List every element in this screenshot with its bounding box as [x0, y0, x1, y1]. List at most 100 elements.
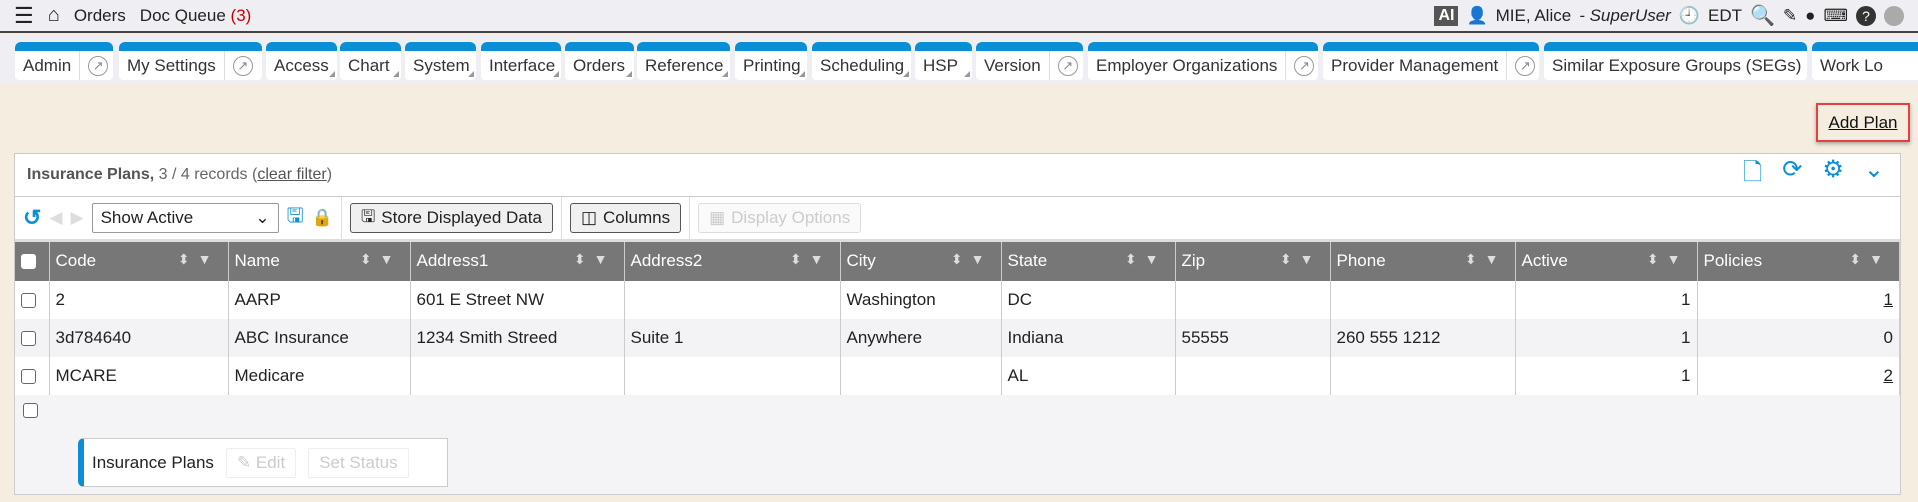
open-external-icon[interactable]: ↗: [223, 51, 261, 80]
tab-hsp[interactable]: HSP: [915, 42, 972, 80]
user-name[interactable]: MIE, Alice: [1495, 5, 1572, 25]
sort-icon[interactable]: ⬍: [1849, 251, 1870, 267]
display-options-button[interactable]: ▦ Display Options: [698, 203, 862, 233]
row-checkbox[interactable]: [15, 356, 50, 395]
sort-icon[interactable]: ⬍: [950, 251, 971, 267]
cell-policies: 1: [1697, 280, 1900, 319]
row-checkbox[interactable]: [15, 318, 50, 357]
edit-button[interactable]: ✎ Edit: [225, 447, 297, 478]
select-all-checkbox[interactable]: [15, 239, 50, 281]
tab-employer-organizations[interactable]: Employer Organizations ↗: [1088, 42, 1318, 80]
column-header-city[interactable]: City ⬍▼: [840, 239, 1002, 281]
search-icon[interactable]: 🔍: [1750, 5, 1775, 27]
filter-icon[interactable]: ▼: [593, 251, 616, 267]
magic-wand-icon[interactable]: ✎: [1782, 5, 1798, 25]
settings-gear-icon[interactable]: ⚙: [1822, 155, 1844, 183]
collapse-chevron-icon[interactable]: ⌄: [1863, 155, 1884, 183]
open-external-icon[interactable]: ↗: [1048, 51, 1083, 80]
tab-printing[interactable]: Printing: [735, 42, 807, 80]
new-row-checkbox[interactable]: [23, 402, 38, 420]
policies-link[interactable]: 2: [1883, 365, 1893, 385]
prev-page-icon[interactable]: ◀: [49, 208, 63, 227]
sort-icon[interactable]: ⬍: [789, 251, 810, 267]
tab-access[interactable]: Access: [266, 42, 337, 80]
tab-interface[interactable]: Interface: [481, 42, 561, 80]
next-page-icon[interactable]: ▶: [70, 208, 84, 227]
cell-state: DC: [1001, 280, 1176, 319]
filter-icon[interactable]: ▼: [1869, 251, 1891, 267]
column-header-code[interactable]: Code ⬍▼: [49, 239, 229, 281]
column-header-state[interactable]: State ⬍▼: [1001, 239, 1176, 281]
column-header-zip[interactable]: Zip ⬍▼: [1175, 239, 1331, 281]
set-status-button[interactable]: Set Status: [308, 447, 409, 478]
store-displayed-data-button[interactable]: 🖫 Store Displayed Data: [349, 203, 553, 233]
tab-label: Version: [984, 55, 1041, 75]
column-header-name[interactable]: Name ⬍▼: [228, 239, 411, 281]
tab-admin[interactable]: Admin ↗: [15, 42, 113, 80]
keyboard-icon[interactable]: ⌨: [1823, 5, 1848, 25]
column-header-phone[interactable]: Phone ⬍▼: [1330, 239, 1516, 281]
filter-icon[interactable]: ▼: [1144, 251, 1167, 267]
filter-icon[interactable]: ▼: [1666, 251, 1689, 267]
policies-link[interactable]: 1: [1883, 289, 1893, 309]
add-plan-link[interactable]: Add Plan: [1816, 103, 1910, 142]
tab-provider-management[interactable]: Provider Management ↗: [1323, 42, 1539, 80]
chevron-down-icon: ⌄: [255, 208, 270, 227]
cell-active: 1: [1515, 318, 1698, 357]
filter-icon[interactable]: ▼: [379, 251, 402, 267]
tab-label: Similar Exposure Groups (SEGs): [1552, 55, 1802, 75]
column-header-address1[interactable]: Address1 ⬍▼: [410, 239, 625, 281]
tab-version[interactable]: Version ↗: [976, 42, 1083, 80]
open-external-icon[interactable]: ↗: [1506, 51, 1539, 80]
tab-label: Admin: [23, 55, 72, 75]
save-icon[interactable]: 🖫: [286, 205, 304, 227]
sort-icon[interactable]: ⬍: [1124, 251, 1145, 267]
table-row[interactable]: MCARE Medicare AL 1 2: [15, 356, 1900, 395]
menu-icon[interactable]: ☰: [14, 2, 34, 28]
row-checkbox[interactable]: [15, 280, 50, 319]
tab-scheduling[interactable]: Scheduling: [812, 42, 911, 80]
sort-icon[interactable]: ⬍: [177, 251, 198, 267]
ai-button[interactable]: AI: [1434, 5, 1459, 26]
undo-icon[interactable]: ↺: [23, 205, 42, 230]
open-external-icon[interactable]: ↗: [1285, 51, 1318, 80]
new-document-icon[interactable]: 🗋: [1742, 158, 1763, 186]
column-header-address2[interactable]: Address2 ⬍▼: [624, 239, 841, 281]
column-header-active[interactable]: Active ⬍▼: [1515, 239, 1698, 281]
sort-icon[interactable]: ⬍: [1646, 251, 1667, 267]
tab-label: Printing: [743, 55, 801, 75]
filter-icon[interactable]: ▼: [970, 251, 993, 267]
help-icon[interactable]: ?: [1856, 5, 1876, 26]
lock-icon[interactable]: 🔒: [311, 208, 333, 227]
column-header-policies[interactable]: Policies ⬍▼: [1697, 239, 1900, 281]
table-row[interactable]: 3d784640 ABC Insurance 1234 Smith Streed Su…: [15, 318, 1900, 357]
table-row[interactable]: 2 AARP 601 E Street NW Washington DC 1 1: [15, 280, 1900, 319]
globe-icon[interactable]: ●: [1805, 5, 1816, 25]
tab-similar-exposure-groups-segs[interactable]: Similar Exposure Groups (SEGs)↗: [1544, 42, 1807, 80]
sort-icon[interactable]: ⬍: [1279, 251, 1300, 267]
home-icon[interactable]: ⌂: [47, 4, 60, 26]
orders-link[interactable]: Orders: [73, 5, 126, 25]
tab-system[interactable]: System: [405, 42, 476, 80]
sort-icon[interactable]: ⬍: [1464, 251, 1485, 267]
tab-chart[interactable]: Chart: [340, 42, 401, 80]
clear-filter-link[interactable]: clear filter: [257, 166, 327, 183]
filter-icon[interactable]: ▼: [1484, 251, 1507, 267]
refresh-icon[interactable]: ⟳: [1782, 155, 1803, 183]
sort-icon[interactable]: ⬍: [573, 251, 594, 267]
filter-icon[interactable]: ▼: [809, 251, 832, 267]
tab-orders[interactable]: Orders: [565, 42, 634, 80]
sort-icon[interactable]: ⬍: [359, 251, 380, 267]
edit-label: Edit: [255, 452, 286, 472]
tab-reference[interactable]: Reference: [637, 42, 730, 80]
tab-my-settings[interactable]: My Settings ↗: [119, 42, 262, 80]
cell-policies: 0: [1697, 318, 1900, 357]
tab-work-lo[interactable]: Work Lo: [1812, 42, 1918, 80]
filter-icon[interactable]: ▼: [1299, 251, 1322, 267]
columns-button[interactable]: ◫ Columns: [569, 203, 682, 233]
filter-icon[interactable]: ▼: [197, 251, 220, 267]
cell-active: 1: [1515, 356, 1698, 395]
doc-queue-link[interactable]: Doc Queue (3): [140, 6, 252, 26]
open-external-icon[interactable]: ↗: [79, 51, 113, 80]
filter-select[interactable]: Show Active ⌄: [91, 203, 279, 233]
